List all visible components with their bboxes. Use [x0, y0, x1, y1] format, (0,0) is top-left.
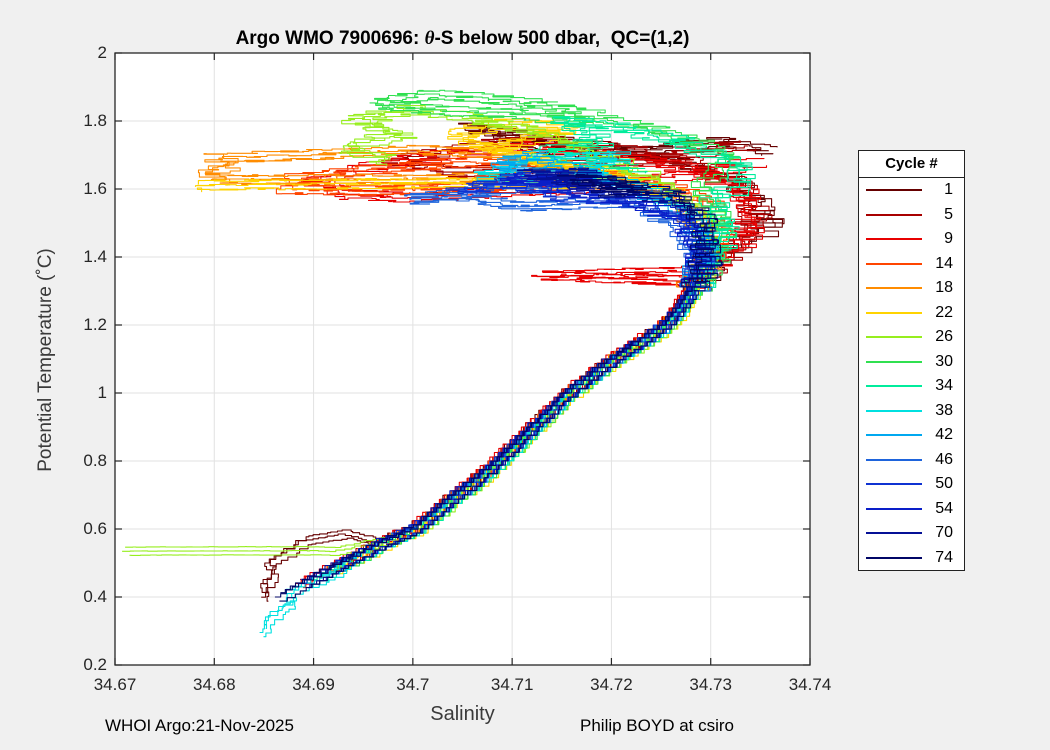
legend-entry: 42 — [859, 423, 964, 448]
legend-entry-label: 9 — [944, 230, 953, 248]
legend-line-sample — [866, 189, 922, 192]
x-tick-label: 34.67 — [93, 675, 137, 694]
legend-entry: 38 — [859, 399, 964, 424]
x-tick-label: 34.72 — [590, 675, 633, 694]
trace-cycle-70 — [302, 167, 712, 580]
y-axis-label: Potential Temperature (˚C) — [35, 248, 56, 472]
theta-symbol: θ — [424, 28, 435, 49]
legend-entry-label: 18 — [935, 279, 953, 297]
legend-entry: 30 — [859, 350, 964, 375]
legend-entry-label: 30 — [935, 352, 953, 370]
y-tick-label: 1.4 — [83, 247, 107, 266]
legend-entry-label: 1 — [944, 181, 953, 199]
legend-line-sample — [866, 262, 922, 265]
y-tick-label: 1.8 — [83, 111, 107, 130]
legend-title: Cycle # — [859, 151, 964, 178]
y-tick-label: 0.4 — [83, 587, 107, 606]
legend-line-sample — [866, 434, 922, 437]
axes-frame — [114, 52, 811, 666]
legend-entry-label: 5 — [944, 205, 953, 223]
y-tick-label: 1 — [97, 383, 107, 402]
y-tick-label: 0.8 — [83, 451, 107, 470]
legend-entry-label: 46 — [935, 450, 953, 468]
legend-line-sample — [866, 287, 922, 290]
legend-entry: 1 — [859, 178, 964, 203]
legend-line-sample — [866, 532, 922, 535]
legend-entry-label: 70 — [935, 524, 953, 542]
x-tick-label: 34.68 — [193, 675, 236, 694]
chart-title-suffix: -S below 500 dbar, QC=(1,2) — [434, 28, 690, 49]
legend-entry-label: 38 — [935, 401, 953, 419]
y-tick-label: 1.6 — [83, 179, 107, 198]
legend-entry: 5 — [859, 203, 964, 228]
legend-line-sample — [866, 360, 922, 363]
trace-cycle-74 — [280, 174, 719, 594]
trace-cycle-30 — [331, 89, 734, 567]
x-tick-label: 34.69 — [292, 675, 335, 694]
y-tick-label: 0.2 — [83, 655, 107, 674]
legend-entry-label: 26 — [935, 328, 953, 346]
legend-line-sample — [866, 213, 922, 216]
y-tick-label: 2 — [97, 43, 107, 62]
y-tick-label: 1.2 — [83, 315, 107, 334]
legend-entry: 70 — [859, 521, 964, 546]
trace-cycle-74 — [279, 181, 724, 602]
plot-area — [115, 53, 810, 665]
legend-entry: 9 — [859, 227, 964, 252]
legend-entry: 26 — [859, 325, 964, 350]
x-tick-label: 34.73 — [689, 675, 732, 694]
legend-rows: 1 5 9 14 18 22 26 30 34 38 42 46 50 54 70 74 — [859, 178, 964, 570]
legend-line-sample — [866, 238, 922, 241]
legend-entry: 34 — [859, 374, 964, 399]
legend-entry-label: 22 — [935, 303, 953, 321]
legend-line-sample — [866, 507, 922, 510]
x-axis-label: Salinity — [430, 703, 495, 725]
legend-entry: 50 — [859, 472, 964, 497]
legend-line-sample — [866, 409, 922, 412]
legend-line-sample — [866, 311, 922, 314]
legend-line-sample — [866, 483, 922, 486]
legend-entry: 14 — [859, 252, 964, 277]
legend-box: Cycle # 1 5 9 14 18 22 26 30 34 38 42 46 50 54 70 74 — [858, 150, 965, 571]
legend-entry-label: 50 — [935, 475, 953, 493]
legend-line-sample — [866, 385, 922, 388]
legend-entry-label: 42 — [935, 426, 953, 444]
footer-left: WHOI Argo:21-Nov-2025 — [105, 716, 294, 735]
chart-title-prefix: Argo WMO 7900696: — [235, 28, 425, 49]
x-tick-label: 34.74 — [788, 675, 832, 694]
y-tick-label: 0.6 — [83, 519, 107, 538]
legend-line-sample — [866, 556, 922, 559]
legend-entry: 18 — [859, 276, 964, 301]
legend-entry: 46 — [859, 448, 964, 473]
legend-entry-label: 34 — [935, 377, 953, 395]
footer-right: Philip BOYD at csiro — [580, 716, 734, 735]
legend-entry-label: 54 — [935, 499, 953, 517]
legend-entry-label: 14 — [935, 254, 953, 272]
legend-line-sample — [866, 458, 922, 461]
legend-entry: 54 — [859, 497, 964, 522]
legend-line-sample — [866, 336, 922, 339]
x-tick-label: 34.71 — [490, 675, 534, 694]
x-tick-label: 34.7 — [396, 675, 430, 694]
chart-title: Argo WMO 7900696: θ-S below 500 dbar, QC… — [115, 28, 810, 50]
legend-entry-label: 74 — [935, 548, 953, 566]
legend-entry: 74 — [859, 546, 964, 571]
legend-entry: 22 — [859, 301, 964, 326]
